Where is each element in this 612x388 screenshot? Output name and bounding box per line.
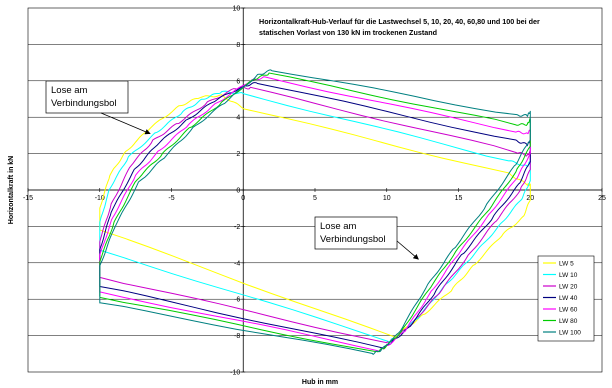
series-line-6 (99, 69, 531, 356)
annotation-1: Lose am Verbindungsbol (45, 80, 151, 135)
y-tick-label-3: -4 (234, 260, 240, 267)
y-tick-label-6: 2 (236, 151, 240, 158)
x-tick-label-8: 25 (598, 195, 606, 202)
y-tick-label-1: -8 (234, 333, 240, 340)
annotation-1-arrow (100, 112, 151, 135)
annotation-2-arrow (396, 240, 419, 260)
y-tick-label-7: 4 (236, 115, 240, 122)
y-tick-label-2: -6 (234, 297, 240, 304)
annotation-2-line1: Lose am (320, 221, 357, 232)
y-axis-label: Horizontalkraft in kN (8, 156, 15, 224)
chart-title-line1: Horizontalkraft-Hub-Verlauf für die Last… (259, 17, 540, 26)
legend: LW 5 LW 10 LW 20 LW 40 LW 60 LW 80 LW 100 (537, 255, 595, 342)
annotation-2: Lose am Verbindungsbol (314, 216, 419, 260)
series-line-2 (99, 86, 531, 344)
x-tick-label-3: 0 (241, 195, 245, 202)
series-line-4 (99, 76, 531, 352)
y-tick-label-4: -2 (234, 224, 240, 231)
annotation-1-box (45, 80, 129, 114)
series-line-5 (99, 72, 531, 353)
annotation-2-line2: Verbindungsbol (320, 234, 386, 245)
annotation-1-line2: Verbindungsbol (51, 98, 117, 109)
annotations: Lose am Verbindungsbol Lose am Verbindun… (45, 80, 419, 260)
series-lines (99, 69, 531, 356)
x-tick-label-4: 5 (313, 195, 317, 202)
y-tick-label-10: 10 (232, 6, 240, 13)
series-line-0 (99, 94, 531, 339)
legend-label-0: LW 5 (559, 260, 574, 267)
legend-label-2: LW 20 (559, 283, 578, 290)
y-tick-label-8: 6 (236, 78, 240, 85)
y-tick-label-9: 8 (236, 42, 240, 49)
legend-label-6: LW 100 (559, 329, 581, 336)
x-tick-label-5: 10 (383, 195, 391, 202)
annotation-2-box (314, 216, 398, 250)
y-tick-label-5: 0 (236, 188, 240, 195)
x-tick-label-1: -10 (95, 195, 105, 202)
legend-label-3: LW 40 (559, 295, 578, 302)
legend-label-1: LW 10 (559, 272, 578, 279)
legend-box (537, 255, 595, 342)
series-line-3 (99, 82, 531, 350)
legend-label-4: LW 60 (559, 306, 578, 313)
x-tick-label-0: -15 (23, 195, 33, 202)
annotation-1-line1: Lose am (51, 85, 88, 96)
x-tick-label-6: 15 (455, 195, 463, 202)
x-tick-label-2: -5 (168, 195, 174, 202)
legend-label-5: LW 80 (559, 318, 578, 325)
x-axis-label: Hub in mm (302, 379, 338, 386)
y-tick-label-0: -10 (230, 370, 240, 377)
chart-title-line2: statischen Vorlast von 130 kN im trocken… (259, 28, 437, 37)
